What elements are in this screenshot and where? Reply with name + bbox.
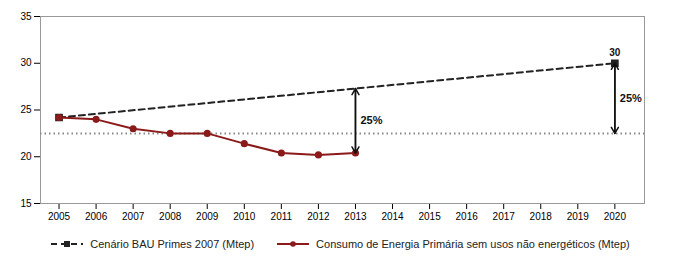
svg-text:25%: 25% — [360, 114, 382, 126]
svg-text:2010: 2010 — [233, 211, 256, 222]
svg-text:2006: 2006 — [85, 211, 108, 222]
svg-text:2012: 2012 — [307, 211, 330, 222]
svg-text:2016: 2016 — [456, 211, 479, 222]
svg-text:2008: 2008 — [159, 211, 182, 222]
svg-text:2020: 2020 — [604, 211, 627, 222]
svg-text:30: 30 — [609, 47, 621, 58]
svg-text:2018: 2018 — [530, 211, 553, 222]
svg-text:35: 35 — [20, 11, 32, 22]
svg-text:2015: 2015 — [418, 211, 441, 222]
html-text:Cenário BAU Primes 2007 (Mtep): Cenário BAU Primes 2007 (Mtep) — [90, 238, 255, 250]
svg-text:15: 15 — [20, 198, 32, 209]
svg-text:2013: 2013 — [344, 211, 367, 222]
svg-text:20: 20 — [20, 151, 32, 162]
svg-text:2007: 2007 — [122, 211, 145, 222]
svg-text:2019: 2019 — [567, 211, 590, 222]
svg-text:2017: 2017 — [493, 211, 516, 222]
svg-text:2005: 2005 — [48, 211, 71, 222]
html-text:Consumo de Energia Primária se: Consumo de Energia Primária sem usos não… — [316, 238, 630, 250]
svg-text:2014: 2014 — [381, 211, 404, 222]
svg-text:2009: 2009 — [196, 211, 219, 222]
svg-text:2011: 2011 — [271, 211, 293, 222]
svg-text:30: 30 — [20, 57, 32, 68]
svg-text:25: 25 — [20, 104, 32, 115]
svg-text:25%: 25% — [620, 92, 642, 104]
